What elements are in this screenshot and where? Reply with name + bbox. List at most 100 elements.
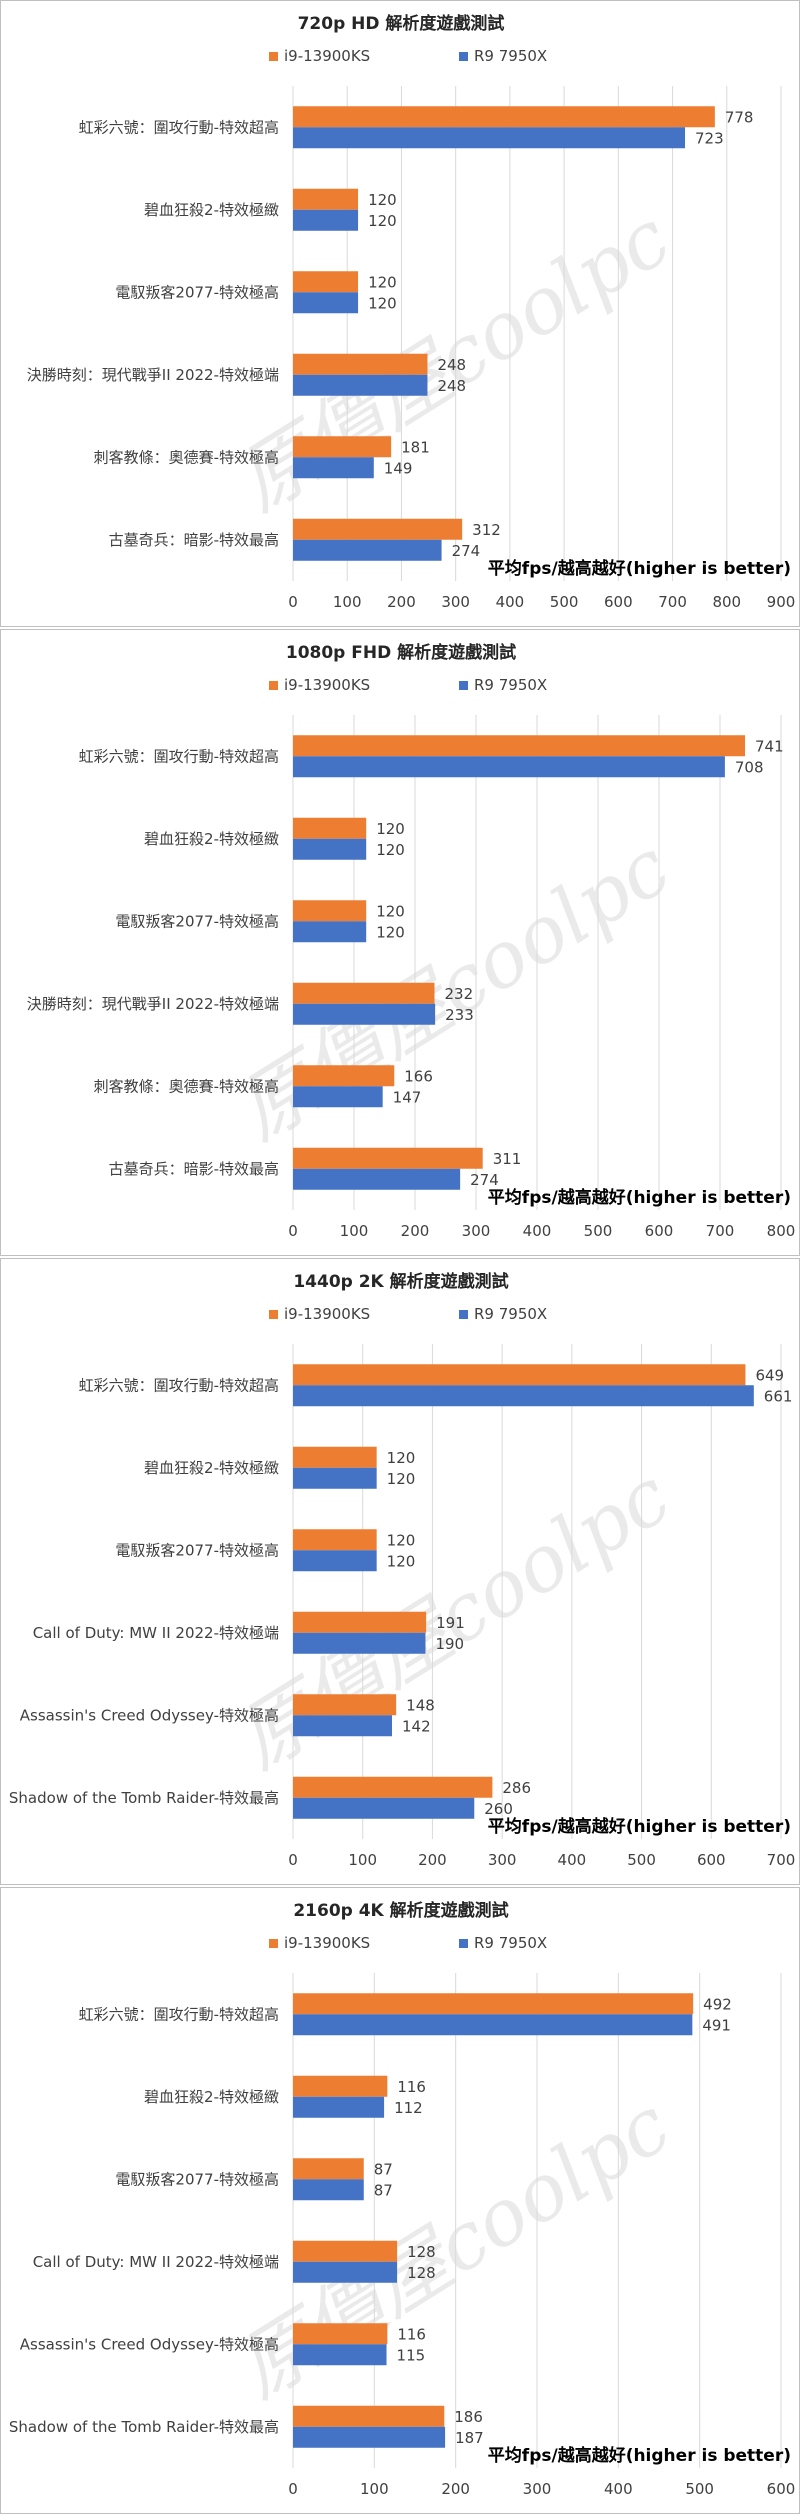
bar-i9: [293, 817, 367, 839]
x-tick-label: 300: [488, 1851, 517, 1869]
bar-r9: [293, 2426, 446, 2448]
data-label: 87: [374, 2181, 393, 2199]
category-label: Shadow of the Tomb Raider-特效最高: [9, 1789, 279, 1807]
x-tick-label: 500: [584, 1222, 613, 1240]
x-axis-title: 平均fps/越高越好(higher is better): [488, 1816, 791, 1837]
data-label: 116: [397, 2078, 426, 2096]
category-label: Shadow of the Tomb Raider-特效最高: [9, 2418, 279, 2436]
data-label: 120: [368, 212, 397, 230]
data-label: 274: [470, 1171, 499, 1189]
chart-title: 1080p FHD 解析度遊戲測試: [286, 642, 516, 663]
data-label: 233: [445, 1006, 474, 1024]
bar-r9: [293, 1550, 377, 1572]
x-tick-label: 100: [340, 1222, 369, 1240]
bar-r9: [293, 2261, 398, 2283]
category-label: 電馭叛客2077-特效極高: [115, 1541, 279, 1559]
bar-r9: [293, 2344, 387, 2366]
legend-swatch-1: [459, 1310, 468, 1319]
x-tick-label: 200: [418, 1851, 447, 1869]
x-tick-label: 0: [288, 2480, 298, 2498]
legend-swatch-1: [459, 1939, 468, 1948]
bar-i9: [293, 436, 392, 458]
bar-r9: [293, 1385, 754, 1407]
bar-i9: [293, 735, 746, 757]
data-label: 87: [374, 2160, 393, 2178]
x-tick-label: 300: [441, 593, 470, 611]
category-label: 決勝時刻：現代戰爭II 2022-特效極端: [27, 366, 279, 384]
category-label: Assassin's Creed Odyssey-特效極高: [20, 1706, 279, 1724]
category-label: 碧血狂殺2-特效極緻: [144, 830, 279, 848]
x-tick-label: 600: [697, 1851, 726, 1869]
category-label: Assassin's Creed Odyssey-特效極高: [20, 2335, 279, 2353]
chart-title: 720p HD 解析度遊戲測試: [298, 13, 505, 34]
data-label: 286: [502, 1779, 531, 1797]
data-label: 312: [472, 521, 501, 539]
data-label: 149: [384, 459, 413, 477]
bar-i9: [293, 900, 367, 922]
bar-i9: [293, 1364, 746, 1386]
bar-i9: [293, 1776, 493, 1798]
bar-r9: [293, 374, 428, 396]
data-label: 112: [394, 2099, 423, 2117]
legend-swatch-0: [269, 1939, 278, 1948]
bar-r9: [293, 838, 367, 860]
legend-swatch-0: [269, 1310, 278, 1319]
category-label: 決勝時刻：現代戰爭II 2022-特效極端: [27, 995, 279, 1013]
bar-r9: [293, 1632, 426, 1654]
bar-i9: [293, 1446, 377, 1468]
category-label: 刺客教條：奧德賽-特效極高: [94, 448, 279, 466]
legend-swatch-0: [269, 52, 278, 61]
data-label: 311: [493, 1150, 522, 1168]
data-label: 120: [387, 1449, 416, 1467]
data-label: 120: [368, 294, 397, 312]
bar-r9: [293, 127, 686, 149]
x-tick-label: 900: [767, 593, 796, 611]
x-tick-label: 0: [288, 1851, 298, 1869]
data-label: 128: [407, 2264, 436, 2282]
chart-title: 1440p 2K 解析度遊戲測試: [293, 1271, 508, 1292]
data-label: 260: [484, 1800, 513, 1818]
data-label: 274: [452, 542, 481, 560]
bar-r9: [293, 756, 725, 778]
category-label: 古墓奇兵：暗影-特效最高: [109, 531, 279, 549]
chart-panel-0: 原價屋coolpc 720p HD 解析度遊戲測試 i9-13900KS R9 795…: [0, 0, 800, 627]
legend-swatch-1: [459, 681, 468, 690]
data-label: 148: [406, 1696, 435, 1714]
x-tick-label: 200: [387, 593, 416, 611]
bar-i9: [293, 982, 435, 1004]
data-label: 187: [455, 2429, 484, 2447]
bar-r9: [293, 1797, 475, 1819]
data-label: 116: [397, 2325, 426, 2343]
category-label: 碧血狂殺2-特效極緻: [144, 201, 279, 219]
category-label: Call of Duty: MW II 2022-特效極端: [33, 2253, 279, 2271]
data-label: 120: [376, 820, 405, 838]
data-label: 142: [402, 1717, 431, 1735]
bar-i9: [293, 1529, 377, 1551]
bar-r9: [293, 921, 367, 943]
data-label: 120: [387, 1531, 416, 1549]
legend-label-1: R9 7950X: [474, 676, 547, 694]
data-label: 120: [387, 1552, 416, 1570]
category-label: 虹彩六號：圍攻行動-特效超高: [79, 2005, 279, 2023]
chart-panel-1: 原價屋coolpc 1080p FHD 解析度遊戲測試 i9-13900KS R9 7…: [0, 629, 800, 1256]
data-label: 248: [437, 377, 466, 395]
x-tick-label: 600: [767, 2480, 796, 2498]
chart-panel-3: 原價屋coolpc 2160p 4K 解析度遊戲測試 i9-13900KS R9 79…: [0, 1887, 800, 2514]
bar-r9: [293, 539, 442, 561]
bar-r9: [293, 2096, 385, 2118]
data-label: 166: [404, 1067, 433, 1085]
x-tick-label: 600: [604, 593, 633, 611]
data-label: 186: [454, 2408, 483, 2426]
bar-i9: [293, 271, 359, 293]
bar-i9: [293, 518, 463, 540]
x-tick-label: 100: [333, 593, 362, 611]
category-label: 碧血狂殺2-特效極緻: [144, 2088, 279, 2106]
bar-r9: [293, 1467, 377, 1489]
x-tick-label: 800: [767, 1222, 796, 1240]
data-label: 708: [735, 758, 764, 776]
category-label: Call of Duty: MW II 2022-特效極端: [33, 1624, 279, 1642]
category-label: 碧血狂殺2-特效極緻: [144, 1459, 279, 1477]
x-tick-label: 200: [441, 2480, 470, 2498]
